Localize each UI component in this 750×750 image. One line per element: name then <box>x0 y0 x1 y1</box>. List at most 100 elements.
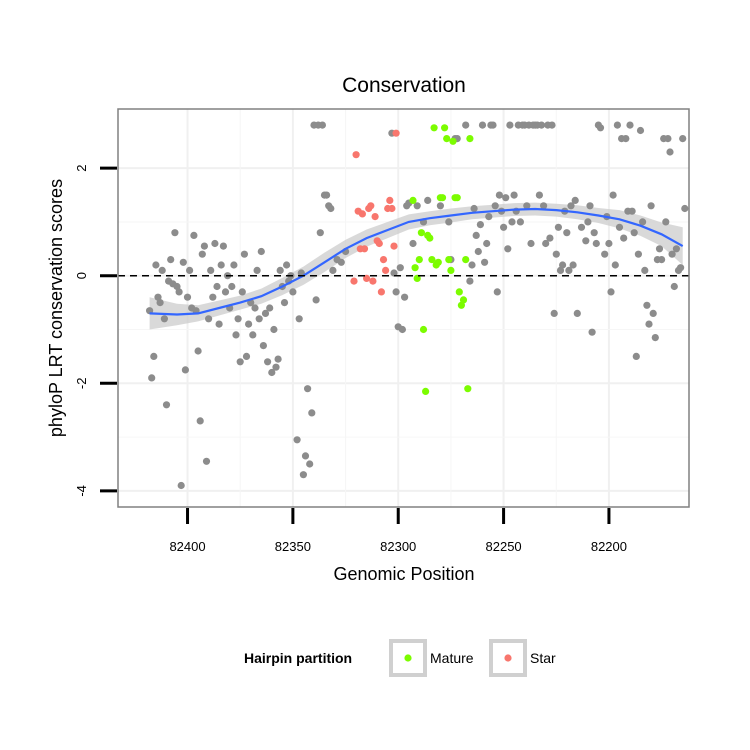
x-tick-label: 82300 <box>380 539 416 554</box>
data-point-other <box>626 121 634 129</box>
data-point-other <box>304 385 312 393</box>
data-point-other <box>198 250 206 258</box>
data-point-other <box>270 325 278 334</box>
y-tick-label: 0 <box>74 272 89 279</box>
legend-swatch-star <box>504 654 512 662</box>
y-tick-label: 2 <box>74 165 89 172</box>
data-point-star <box>382 266 390 274</box>
data-point-other <box>664 135 672 143</box>
data-point-other <box>194 347 202 355</box>
data-point-other <box>474 247 482 256</box>
data-point-other <box>476 221 484 229</box>
data-point-other <box>565 266 573 274</box>
data-point-mature <box>445 256 453 264</box>
data-point-other <box>200 242 208 250</box>
data-point-other <box>183 293 192 301</box>
data-point-other <box>261 309 270 317</box>
data-point-other <box>478 121 487 129</box>
data-point-other <box>554 223 563 231</box>
data-point-other <box>167 256 175 264</box>
data-point-other <box>240 250 248 258</box>
plot-frame <box>117 108 690 508</box>
data-point-star <box>375 239 383 248</box>
x-tick-label: 82200 <box>591 539 627 554</box>
data-point-other <box>662 218 670 226</box>
data-point-other <box>582 237 590 245</box>
data-point-other <box>238 288 246 296</box>
data-point-other <box>401 293 409 301</box>
data-point-mature <box>441 124 449 132</box>
data-point-star <box>367 202 375 210</box>
y-tick-label: -2 <box>74 378 89 390</box>
data-point-other <box>396 264 404 272</box>
plot-border <box>117 108 690 508</box>
data-point-star <box>390 242 398 250</box>
data-point-mature <box>449 137 457 145</box>
data-point-other <box>211 239 219 248</box>
data-point-other <box>219 242 227 250</box>
legend-label-star: Star <box>530 650 556 666</box>
data-point-mature <box>464 385 472 393</box>
data-point-other <box>436 202 444 210</box>
data-point-other <box>500 223 508 231</box>
data-point-mature <box>457 301 465 309</box>
data-point-other <box>502 194 510 202</box>
data-point-other <box>681 204 689 213</box>
y-axis: -4 -2 0 2 <box>74 165 117 497</box>
y-tick-label: -4 <box>74 485 89 497</box>
data-point-other <box>510 191 518 199</box>
data-point-other <box>162 401 171 409</box>
data-point-star <box>379 256 388 264</box>
data-point-other <box>232 331 240 339</box>
data-point-other <box>171 229 179 237</box>
legend-swatch-mature <box>404 654 412 662</box>
data-point-other <box>316 229 324 237</box>
data-point-star <box>358 210 366 218</box>
x-tick-label: 82250 <box>486 539 522 554</box>
data-point-other <box>280 299 289 307</box>
data-point-other <box>556 266 565 274</box>
legend-label-mature: Mature <box>430 650 474 666</box>
data-point-other <box>542 239 550 248</box>
data-point-other <box>215 320 223 328</box>
data-point-other <box>516 218 525 226</box>
data-point-other <box>596 124 605 132</box>
data-point-other <box>295 315 303 323</box>
data-point-other <box>251 304 259 312</box>
data-point-other <box>392 288 400 296</box>
data-point-mature <box>409 196 417 204</box>
data-point-other <box>289 288 297 296</box>
data-point-other <box>643 301 651 309</box>
data-point-other <box>221 288 230 296</box>
data-point-other <box>584 218 592 226</box>
data-point-other <box>493 288 501 296</box>
data-point-other <box>230 261 238 269</box>
data-point-other <box>540 202 548 210</box>
data-point-other <box>506 121 514 129</box>
data-point-other <box>202 457 211 465</box>
data-point-other <box>175 288 183 296</box>
data-point-other <box>628 207 636 215</box>
data-point-other <box>620 234 628 242</box>
data-point-star <box>363 274 371 282</box>
data-point-other <box>424 196 432 204</box>
data-point-other <box>329 266 337 274</box>
data-point-other <box>651 334 659 342</box>
data-point-mature <box>430 124 438 132</box>
data-point-other <box>481 258 489 266</box>
data-point-other <box>483 239 491 248</box>
data-point-star <box>360 245 369 253</box>
data-point-mature <box>426 234 434 242</box>
data-point-other <box>245 320 253 328</box>
data-point-other <box>666 148 674 156</box>
data-point-star <box>388 204 396 213</box>
data-point-other <box>196 417 204 425</box>
y-axis-title: phyloP LRT conservation scores <box>46 179 66 437</box>
data-point-other <box>550 309 558 317</box>
data-point-other <box>537 121 546 129</box>
data-point-star <box>352 151 360 159</box>
data-point-other <box>299 471 307 479</box>
data-point-other <box>567 202 575 210</box>
data-point-other <box>242 352 251 360</box>
